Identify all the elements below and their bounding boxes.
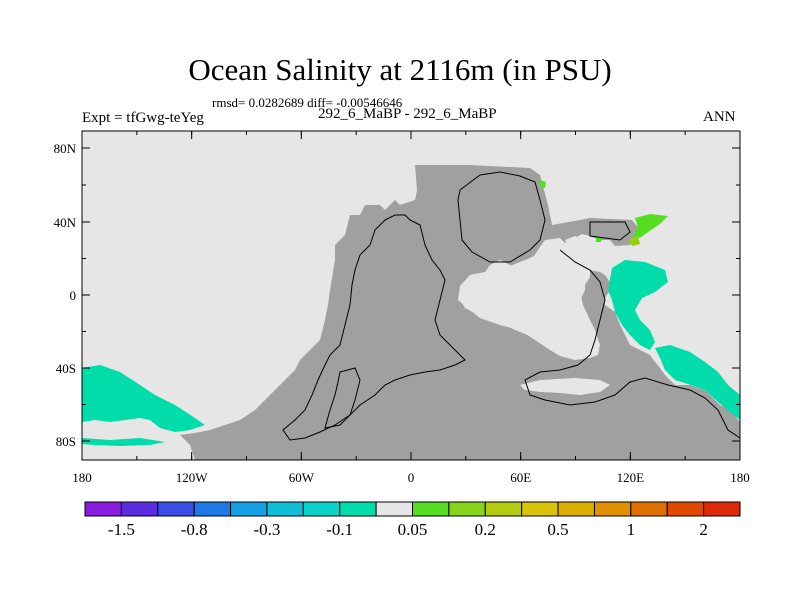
lon-ticks — [81, 131, 741, 460]
lon-tick-label: 60W — [289, 470, 315, 485]
colorbar-label: 2 — [699, 520, 708, 539]
lon-tick-label: 180 — [72, 470, 92, 485]
green-dot-small — [596, 238, 602, 242]
colorbar-swatch — [157, 501, 195, 517]
colorbar-swatch — [230, 501, 268, 517]
lon-tick-label: 120E — [617, 470, 645, 485]
lon-tick-label: 180 — [730, 470, 750, 485]
colorbar-swatch — [484, 501, 523, 517]
teal-patch-southeast — [655, 345, 740, 420]
green-dot-arctic — [539, 180, 546, 188]
map-title: Ocean Salinity at 2116m (in PSU) — [188, 52, 612, 87]
colorbar-swatch — [412, 501, 450, 517]
period-label: ANN — [703, 109, 736, 125]
colorbar-swatch — [375, 501, 414, 517]
lat-ticks — [82, 147, 740, 442]
lon-tick-label: 0 — [408, 470, 415, 485]
colorbar-swatch — [266, 501, 304, 517]
teal-patch-south-pacific — [82, 365, 205, 432]
coastline-east — [524, 249, 741, 439]
lat-tick-label: 40N — [54, 215, 77, 230]
colorbar — [84, 501, 741, 517]
yellowgreen-patch — [628, 236, 640, 246]
teal-patch-antarctic-edge — [82, 438, 165, 446]
colorbar-swatch — [593, 501, 632, 517]
coastline-americas — [282, 214, 466, 441]
colorbar-swatch — [302, 501, 341, 517]
lat-labels: 80N 40N 0 40S 80S — [54, 141, 77, 449]
colorbar-labels: -1.5 -0.8 -0.3 -0.1 0.05 0.2 0.5 1 2 — [108, 520, 708, 539]
salinity-anomalies — [82, 180, 740, 446]
coastline-arctic — [457, 171, 546, 263]
colorbar-label: -0.1 — [326, 520, 353, 539]
lat-tick-label: 80N — [54, 141, 77, 156]
coastline-east-bay — [589, 221, 631, 241]
colorbar-swatch — [666, 501, 705, 517]
lat-tick-label: 80S — [56, 434, 76, 449]
lon-labels: 180 120W 60W 0 60E 120E 180 — [72, 470, 750, 485]
coastlines — [282, 171, 741, 441]
colorbar-swatch — [703, 501, 741, 517]
colorbar-swatch — [84, 501, 122, 517]
expt-label: Expt = tfGwg-teYeg — [82, 110, 204, 126]
opening-south — [520, 378, 610, 395]
colorbar-swatch — [120, 501, 159, 517]
colorbar-swatch — [630, 501, 668, 517]
coastline-south-ridge — [324, 367, 361, 429]
colorbar-label: -0.8 — [181, 520, 208, 539]
colorbar-swatch — [557, 501, 595, 517]
colorbar-swatch — [521, 501, 559, 517]
colorbar-label: 0.2 — [475, 520, 496, 539]
opening-arctic-bay — [565, 236, 605, 268]
opening-indian — [460, 250, 590, 355]
ocean-interior — [460, 236, 610, 395]
colorbar-label: 0.05 — [398, 520, 428, 539]
teal-patch-east — [608, 260, 668, 350]
colorbar-swatch — [193, 501, 232, 517]
green-patch-northeast — [632, 214, 668, 238]
runs-label: 292_6_MaBP - 292_6_MaBP — [318, 106, 497, 122]
colorbar-label: -0.3 — [253, 520, 280, 539]
lon-tick-label: 60E — [510, 470, 531, 485]
colorbar-label: 0.5 — [547, 520, 568, 539]
lon-tick-label: 120W — [176, 470, 209, 485]
lat-tick-label: 0 — [70, 288, 77, 303]
colorbar-label: 1 — [627, 520, 636, 539]
colorbar-label: -1.5 — [108, 520, 135, 539]
colorbar-swatch — [448, 501, 486, 517]
lat-tick-label: 40S — [56, 361, 76, 376]
stats-line: rmsd= 0.0282689 diff= -0.00546646 — [212, 95, 403, 110]
colorbar-swatch — [339, 501, 377, 517]
